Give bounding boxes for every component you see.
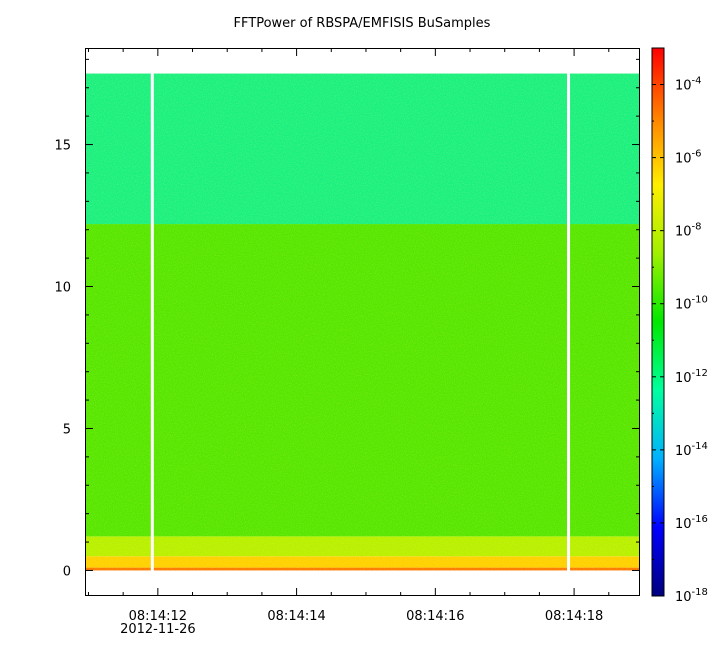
- colorbar-tick-label: 10-10: [675, 295, 708, 313]
- y-tick-label: 0: [63, 564, 71, 579]
- x-tick-label: 08:14:18: [545, 609, 603, 624]
- colorbar: 10-4 10-6 10-8 10-10 10-12 10-14 10-16 10-18: [651, 47, 708, 605]
- spectrogram-noise: [85, 73, 640, 571]
- colorbar-tick-label: 10-12: [675, 368, 708, 386]
- data-gap-0: [150, 73, 154, 572]
- x-tick-label: 08:14:16: [406, 609, 464, 624]
- colorbar-tick-label: 10-16: [675, 514, 708, 532]
- x-tick-label: 08:14:12: [129, 609, 187, 624]
- y-tick-label: 10: [54, 281, 71, 296]
- chart-title: FFTPower of RBSPA/EMFISIS BuSamples: [233, 16, 491, 31]
- colorbar-tick-label: 10-6: [675, 149, 702, 167]
- plot-area: [85, 73, 640, 572]
- colorbar-gradient: [651, 47, 665, 597]
- axes: 0 5 10 15 08:14:12 08:14:14 08:14:16 08:14:18 20…: [54, 48, 640, 637]
- y-tick-label: 15: [54, 139, 71, 154]
- y-tick-label: 5: [63, 422, 71, 437]
- colorbar-tick-label: 10-8: [675, 222, 702, 240]
- data-gap-1: [567, 73, 571, 572]
- colorbar-tick-label: 10-4: [675, 76, 702, 94]
- x-date-label: 2012-11-26: [120, 622, 196, 637]
- colorbar-tick-label: 10-18: [675, 587, 708, 605]
- colorbar-tick-label: 10-14: [675, 441, 708, 459]
- plot-frame: [85, 48, 640, 596]
- x-tick-label: 08:14:14: [267, 609, 325, 624]
